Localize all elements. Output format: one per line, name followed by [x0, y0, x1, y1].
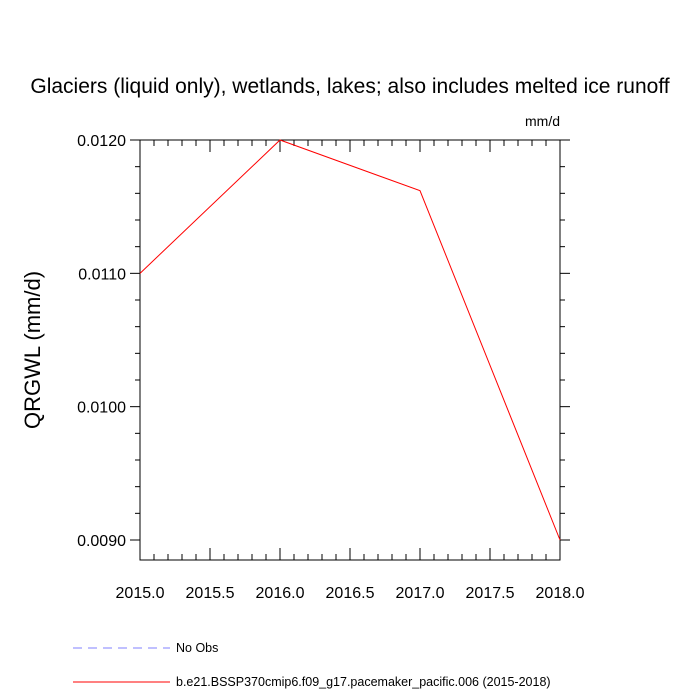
chart-units: mm/d: [525, 113, 560, 129]
axis-ticks: [130, 139, 570, 560]
y-axis-title: QRGWL (mm/d): [20, 271, 45, 429]
x-tick-label: 2015.5: [186, 585, 235, 602]
legend: No Obs b.e21.BSSP370cmip6.f09_g17.pacemak…: [73, 641, 551, 689]
x-tick-label: 2015.0: [116, 585, 165, 602]
x-tick-label: 2018.0: [536, 585, 585, 602]
x-tick-label: 2017.5: [466, 585, 515, 602]
x-tick-label: 2016.0: [256, 585, 305, 602]
series-lines: [139, 139, 561, 541]
y-tick-label: 0.0110: [78, 266, 126, 283]
y-tick-label: 0.0090: [77, 533, 126, 550]
x-tick-label: 2016.5: [326, 585, 375, 602]
y-tick-label: 0.0100: [77, 400, 126, 417]
plot-frame: [139, 139, 561, 561]
y-tick-label: 0.0120: [77, 133, 126, 150]
chart-title: Glaciers (liquid only), wetlands, lakes;…: [30, 75, 669, 98]
axis-tick-labels: 2015.0 2015.5 2016.0 2016.5 2017.0 2017.5 2018…: [77, 133, 585, 602]
legend-label-0: No Obs: [176, 641, 218, 655]
series-line-1: [139, 139, 561, 541]
x-tick-label: 2017.0: [396, 585, 445, 602]
legend-label-1: b.e21.BSSP370cmip6.f09_g17.pacemaker_pac…: [176, 675, 551, 689]
